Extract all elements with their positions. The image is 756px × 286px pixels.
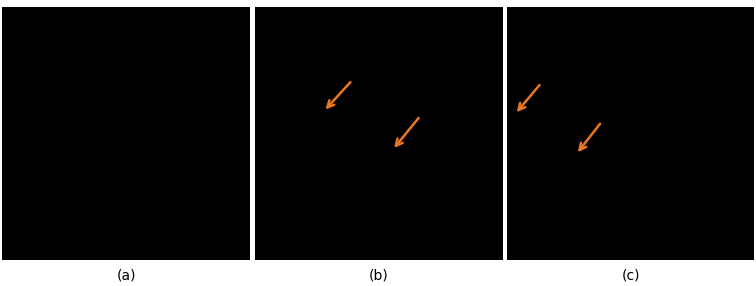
- Text: (c): (c): [622, 268, 640, 282]
- Text: (b): (b): [369, 268, 389, 282]
- Text: (a): (a): [116, 268, 136, 282]
